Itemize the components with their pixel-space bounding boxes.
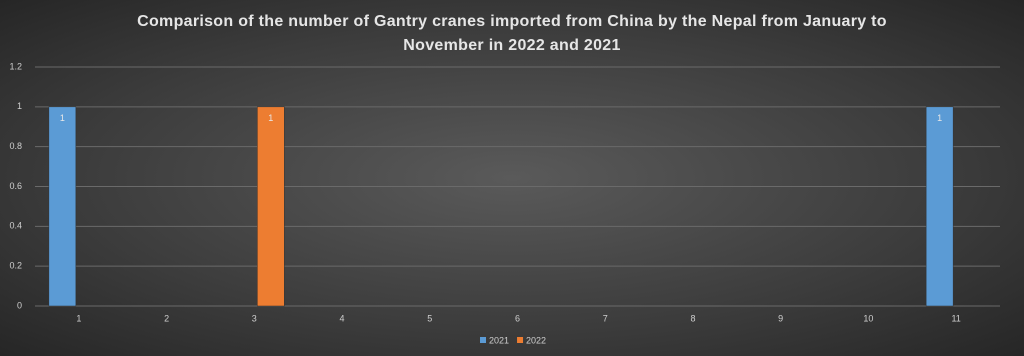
x-tick-label: 4 (340, 313, 345, 323)
legend-label: 2022 (526, 335, 546, 345)
x-tick-label: 1 (76, 313, 81, 323)
legend-swatch (517, 337, 524, 343)
y-tick-label: 0.6 (9, 181, 22, 191)
y-tick-label: 0 (17, 300, 22, 310)
x-tick-label: 10 (863, 313, 873, 323)
data-label: 1 (937, 113, 942, 123)
x-tick-label: 5 (427, 313, 432, 323)
data-label: 1 (60, 113, 65, 123)
bar (48, 106, 77, 307)
x-tick-label: 3 (252, 313, 257, 323)
chart-title: Comparison of the number of Gantry crane… (137, 13, 887, 54)
y-tick-label: 0.8 (9, 141, 22, 151)
x-tick-label: 2 (164, 313, 169, 323)
legend-label: 2021 (489, 335, 509, 345)
bar (257, 106, 285, 307)
y-tick-label: 0.4 (9, 221, 22, 231)
bar (925, 106, 954, 307)
x-tick-label: 6 (515, 313, 520, 323)
legend-swatch (480, 337, 486, 343)
x-tick-label: 7 (603, 313, 608, 323)
x-tick-label: 8 (690, 313, 695, 323)
x-tick-label: 9 (778, 313, 783, 323)
x-tick-label: 11 (951, 313, 960, 323)
data-label: 1 (268, 113, 273, 123)
y-tick-label: 1.2 (9, 61, 22, 71)
y-tick-label: 0.2 (9, 261, 22, 271)
y-tick-label: 1 (17, 101, 22, 111)
